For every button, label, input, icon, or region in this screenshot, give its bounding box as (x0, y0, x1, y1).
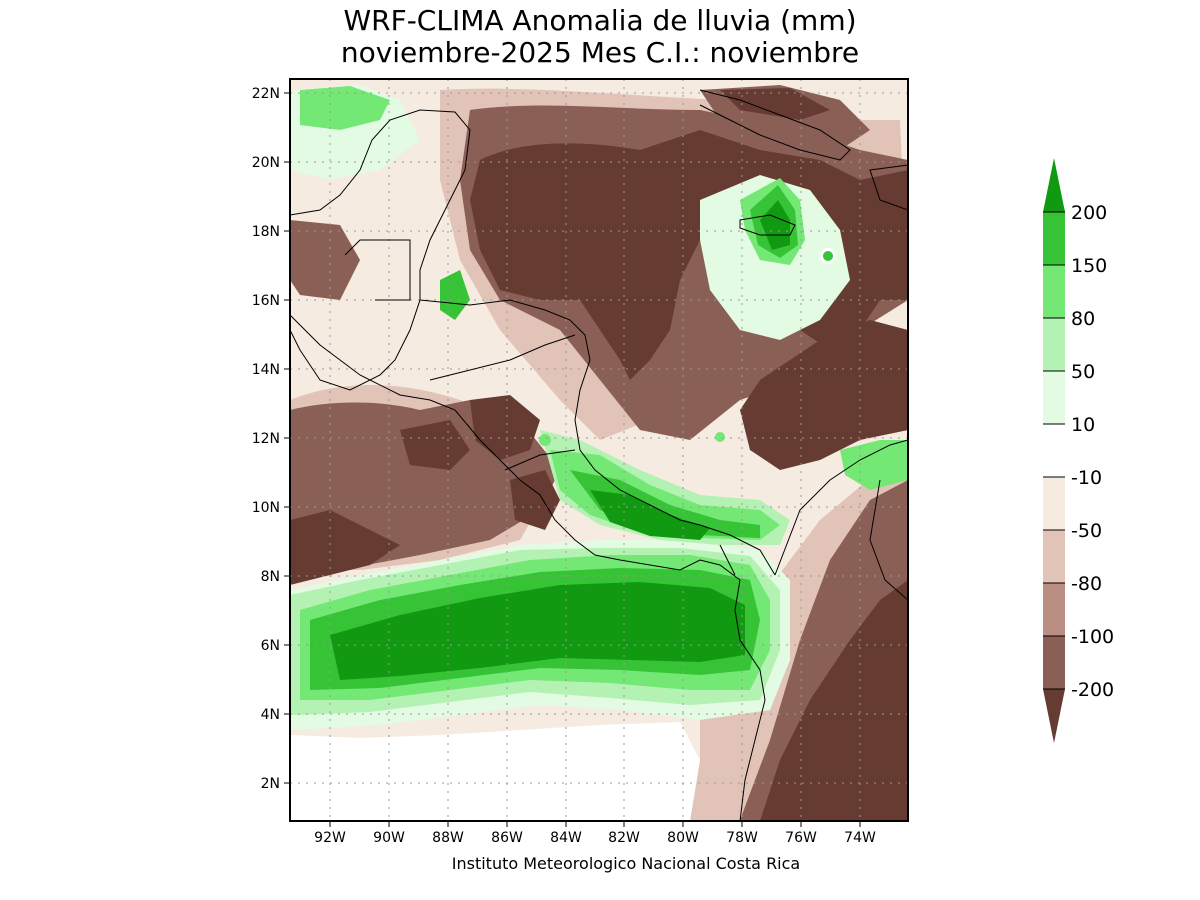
anomaly-dark-green-region (760, 200, 790, 250)
coastline-central-america-pacific (290, 314, 741, 581)
anomaly-speckle (823, 251, 833, 261)
lat-label: 22N (252, 86, 280, 102)
anomaly-speckle (539, 434, 551, 446)
anomaly-near-zero-region (290, 722, 700, 821)
lon-label: 82W (608, 830, 640, 846)
lon-label: 84W (550, 830, 582, 846)
legend-label: -50 (1071, 520, 1102, 542)
coastline-jamaica (739, 214, 796, 236)
credit-text: Instituto Meteorologico Nacional Costa R… (452, 854, 800, 873)
plot-frame (289, 78, 909, 822)
lon-label: 80W (667, 830, 699, 846)
coastlines (290, 89, 908, 821)
anomaly-dark-brown-region (720, 88, 830, 120)
legend-bin (1043, 265, 1065, 318)
anomaly-green-region (440, 270, 470, 320)
anomaly-light-green-region (840, 440, 908, 490)
border-colombia-venezuela (869, 479, 908, 601)
legend-label: -100 (1071, 626, 1114, 648)
lon-label: 76W (785, 830, 817, 846)
color-legend: 200 150 80 50 10 -10 -50 -80 -100 -200 (1043, 158, 1114, 743)
legend-label: 150 (1071, 255, 1107, 277)
anomaly-dark-brown-region (400, 420, 470, 470)
map-title-line1: WRF-CLIMA Anomalia de lluvia (mm) (343, 4, 857, 37)
legend-bin (1043, 636, 1065, 689)
coastline-hispaniola (869, 164, 908, 211)
lon-label: 86W (491, 830, 523, 846)
legend-bin (1043, 371, 1065, 424)
lat-label: 10N (252, 500, 280, 516)
coastline-cuba (699, 89, 851, 161)
legend-bottom-arrow (1043, 689, 1065, 743)
legend-label: 10 (1071, 414, 1095, 436)
lon-label: 88W (432, 830, 464, 846)
anomaly-speckle (715, 432, 725, 442)
coastline-colombia-caribbean (774, 439, 908, 576)
lat-label: 8N (261, 569, 280, 585)
anomaly-dark-green-region (330, 582, 745, 680)
lat-label: 2N (261, 776, 280, 792)
border-panama-colombia (719, 544, 736, 576)
legend-label: 200 (1071, 202, 1107, 224)
anomaly-field (290, 79, 908, 821)
legend-bin (1043, 318, 1065, 371)
lat-label: 4N (261, 707, 280, 723)
anomaly-dark-green-region (590, 490, 710, 540)
anomaly-dark-brown-region (740, 320, 908, 470)
coastline-central-america-caribbean (419, 299, 776, 576)
legend-bin (1043, 212, 1065, 265)
anomaly-green-region (570, 470, 760, 538)
lat-label: 18N (252, 224, 280, 240)
legend-bin (1043, 477, 1065, 530)
anomaly-brown-region (290, 220, 360, 300)
legend-bin (1043, 530, 1065, 583)
legend-bin (1043, 583, 1065, 636)
anomaly-dark-brown-region (290, 510, 400, 585)
lat-label: 20N (252, 155, 280, 171)
anomaly-dark-brown-region (760, 580, 908, 821)
lat-label: 16N (252, 293, 280, 309)
lon-label: 78W (726, 830, 758, 846)
legend-bin (1043, 424, 1065, 477)
anomaly-dark-brown-region (510, 470, 560, 530)
tick-marks (284, 92, 861, 827)
legend-label: 80 (1071, 308, 1095, 330)
border-guatemala-mexico (344, 239, 411, 301)
anomaly-dark-brown-region (470, 395, 540, 460)
border-nicaragua-costa-rica (504, 449, 576, 471)
lon-label: 90W (373, 830, 405, 846)
lon-label: 74W (844, 830, 876, 846)
legend-label: -200 (1071, 679, 1114, 701)
anomaly-light-green-region (300, 86, 390, 130)
lon-label: 92W (314, 830, 346, 846)
lat-label: 6N (261, 638, 280, 654)
border-countries-central-america (429, 334, 576, 381)
coastline-colombia-pacific (734, 579, 766, 821)
legend-label: 50 (1071, 361, 1095, 383)
lat-label: 14N (252, 362, 280, 378)
legend-label: -80 (1071, 573, 1102, 595)
map-title-line2: noviembre-2025 Mes C.I.: noviembre (340, 36, 860, 69)
legend-label: -10 (1071, 467, 1102, 489)
legend-top-arrow (1043, 158, 1065, 212)
coastline-yucatan-mexico (290, 109, 471, 391)
lat-label: 12N (252, 431, 280, 447)
